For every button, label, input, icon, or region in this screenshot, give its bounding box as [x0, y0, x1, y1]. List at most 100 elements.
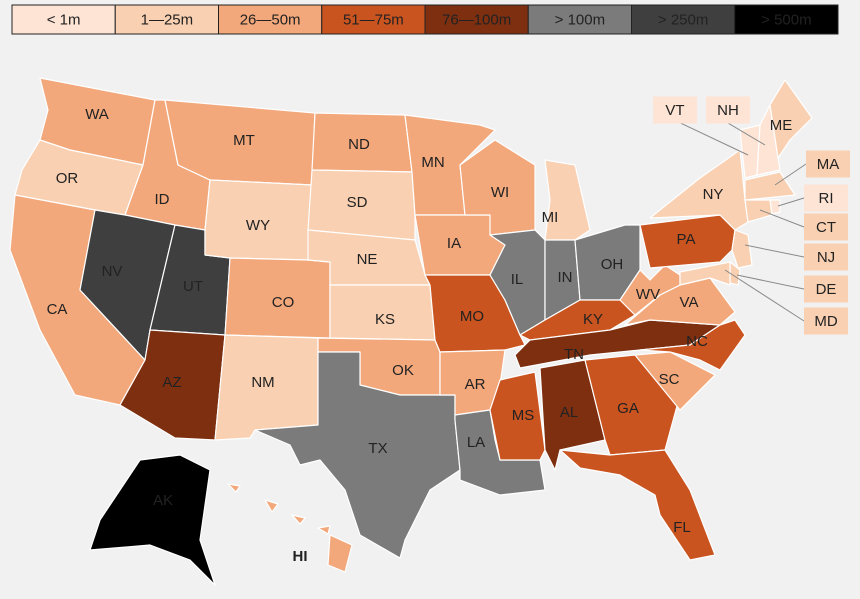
state-label: UT: [183, 278, 203, 295]
state-label: NE: [357, 251, 378, 268]
state-shape: [489, 371, 546, 461]
state-label: NM: [251, 374, 274, 391]
leader-line: [744, 244, 805, 258]
legend-label: 1—25m: [141, 11, 194, 28]
state-shape: [639, 319, 746, 371]
state-label: FL: [673, 519, 691, 536]
callout-box: [804, 307, 848, 335]
state-label: ID: [155, 191, 170, 208]
state-shape: [254, 351, 461, 559]
callout-box: [804, 275, 848, 303]
state-shape: [307, 169, 416, 241]
leader-line: [777, 197, 805, 207]
state: [639, 319, 746, 371]
state-label: DE: [816, 281, 837, 298]
state-label: GA: [617, 400, 639, 417]
state-shape: [559, 449, 716, 561]
state-shape: [227, 483, 241, 493]
state: [307, 169, 416, 241]
state-label: NC: [686, 333, 708, 350]
legend-label: 76—100m: [442, 11, 511, 28]
legend-swatch: [114, 4, 219, 35]
state-label: SC: [659, 371, 680, 388]
state: [744, 171, 796, 201]
state-labels: WA OR CA ID NV UT AZ MT WY CO NM ND SD NE KS OK TX MN IA MO…: [47, 96, 850, 565]
state-label: SD: [347, 194, 368, 211]
callout-box: [706, 96, 750, 124]
state: [679, 261, 731, 286]
state-label: PA: [677, 231, 696, 248]
legend-label: > 100m: [555, 11, 605, 28]
state-label: WA: [85, 106, 109, 123]
state-shape: [731, 229, 753, 269]
leader-line: [736, 274, 805, 290]
callout-box: [804, 243, 848, 271]
state-label: CA: [47, 301, 68, 318]
state: [489, 371, 546, 461]
state-shape: [634, 351, 716, 411]
state-label: AK: [153, 492, 173, 509]
state-label: VT: [665, 102, 684, 119]
state-label: IA: [447, 235, 461, 252]
state-label: WV: [636, 286, 660, 303]
state-label: AR: [465, 376, 486, 393]
state-label: MN: [421, 154, 444, 171]
legend-label: > 250m: [658, 11, 708, 28]
legend: < 1m 1—25m 26—50m 51—75m 76—100m > 100m > 250m…: [11, 4, 839, 35]
state: [559, 449, 716, 561]
legend-swatch: [11, 4, 116, 35]
state-shape: [317, 525, 331, 535]
state-label: KS: [375, 311, 395, 328]
legend-label: 26—50m: [240, 11, 301, 28]
state-label: MI: [542, 209, 559, 226]
state-label: RI: [819, 190, 834, 207]
state-label: MS: [512, 407, 535, 424]
callout-box: [806, 150, 850, 178]
state-label: KY: [583, 311, 603, 328]
leader-line: [759, 209, 805, 228]
state-shape: [679, 261, 731, 286]
state-shape: [756, 104, 781, 176]
state-label: VA: [680, 294, 699, 311]
state-shape: [769, 79, 813, 159]
callout-box: [804, 184, 848, 212]
state-label: WI: [491, 184, 509, 201]
state-label: MO: [460, 308, 484, 325]
state: [744, 199, 773, 223]
state: [227, 483, 353, 573]
legend-swatch: [631, 4, 736, 35]
state-label: AL: [560, 404, 578, 421]
state-label: NJ: [817, 249, 835, 266]
state-label: NV: [102, 263, 123, 280]
state-shape: [544, 159, 591, 241]
state-label: ME: [770, 117, 793, 134]
legend-swatch: [218, 4, 323, 35]
state-label: OK: [392, 362, 414, 379]
callout-box: [653, 96, 697, 124]
state: [634, 351, 716, 411]
callout-box: [804, 213, 848, 241]
state-label: ND: [348, 136, 370, 153]
legend-label: < 1m: [47, 11, 81, 28]
state: [769, 79, 813, 159]
leader-line: [774, 163, 807, 186]
state-label: MA: [817, 156, 840, 173]
state-shape: [744, 171, 796, 201]
legend-label: 51—75m: [343, 11, 404, 28]
state-label: OR: [56, 170, 79, 187]
state-shape: [744, 199, 773, 223]
state: [544, 159, 591, 241]
state-label: AZ: [162, 374, 181, 391]
state-shape: [291, 514, 306, 525]
state: [756, 104, 781, 176]
state: [731, 229, 753, 269]
state-shape: [454, 409, 546, 496]
state-label: NH: [717, 102, 739, 119]
state-shape: [327, 534, 353, 573]
state-label: WY: [246, 217, 270, 234]
state-label: MD: [814, 313, 837, 330]
state-label: HI: [293, 548, 308, 565]
state-label: OH: [601, 256, 624, 273]
